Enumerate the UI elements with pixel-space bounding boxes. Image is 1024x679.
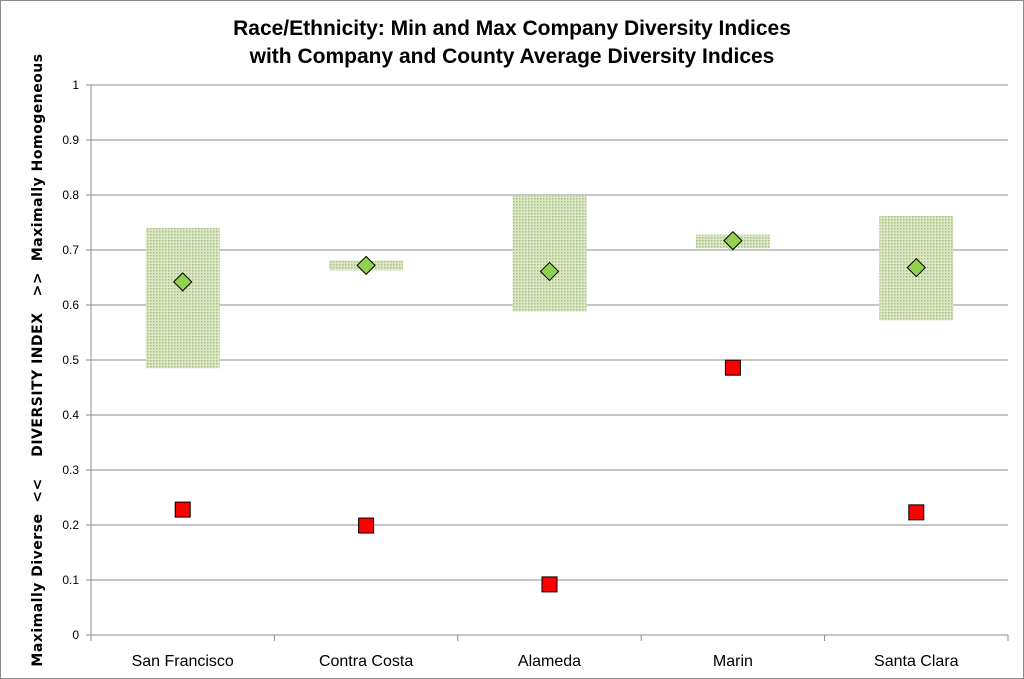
chart-title-line-1: Race/Ethnicity: Min and Max Company Dive… — [233, 17, 791, 40]
y-tick-label: 0 — [72, 628, 79, 642]
range-bars — [145, 195, 954, 369]
y-tick-label: 0.5 — [62, 353, 79, 367]
company-average-markers — [172, 230, 927, 292]
county-average-markers — [174, 359, 925, 593]
x-category-label: Santa Clara — [874, 653, 959, 670]
y-tick-label: 0.9 — [62, 133, 79, 147]
company-average-marker — [356, 255, 376, 276]
y-tick-label: 0.3 — [62, 463, 79, 477]
county-average-marker — [174, 501, 191, 518]
x-category-label: San Francisco — [132, 653, 234, 670]
y-tick-label: 0.8 — [62, 188, 79, 202]
y-tick-label: 0.2 — [62, 518, 79, 532]
company-average-marker — [172, 272, 193, 292]
county-average-marker — [358, 517, 375, 534]
company-average-marker — [539, 261, 560, 282]
county-average-marker — [724, 359, 741, 376]
y-tick-label: 1 — [72, 78, 79, 92]
y-tick-label: 0.4 — [62, 408, 79, 422]
range-bar — [512, 195, 587, 312]
county-average-marker — [908, 504, 925, 521]
range-bar — [145, 228, 220, 369]
x-category-label: Marin — [713, 653, 753, 670]
company-average-marker — [906, 257, 927, 278]
company-average-marker — [723, 230, 743, 251]
county-average-marker — [541, 576, 558, 593]
chart-title-line-2: with Company and County Average Diversit… — [249, 45, 775, 68]
y-axis-label: Maximally Diverse << DIVERSITY INDEX >> … — [30, 53, 46, 666]
gridlines — [86, 84, 1009, 641]
x-category-label: Contra Costa — [319, 653, 413, 670]
y-tick-labels: 0 0.1 0.2 0.3 0.4 0.5 0.6 0.7 0.8 0.9 1 — [62, 78, 79, 642]
y-tick-label: 0.1 — [62, 573, 79, 587]
x-category-labels: San Francisco Contra Costa Alameda Marin San… — [132, 653, 959, 670]
x-category-label: Alameda — [518, 653, 581, 670]
y-tick-label: 0.6 — [62, 298, 79, 312]
y-tick-label: 0.7 — [62, 243, 79, 257]
